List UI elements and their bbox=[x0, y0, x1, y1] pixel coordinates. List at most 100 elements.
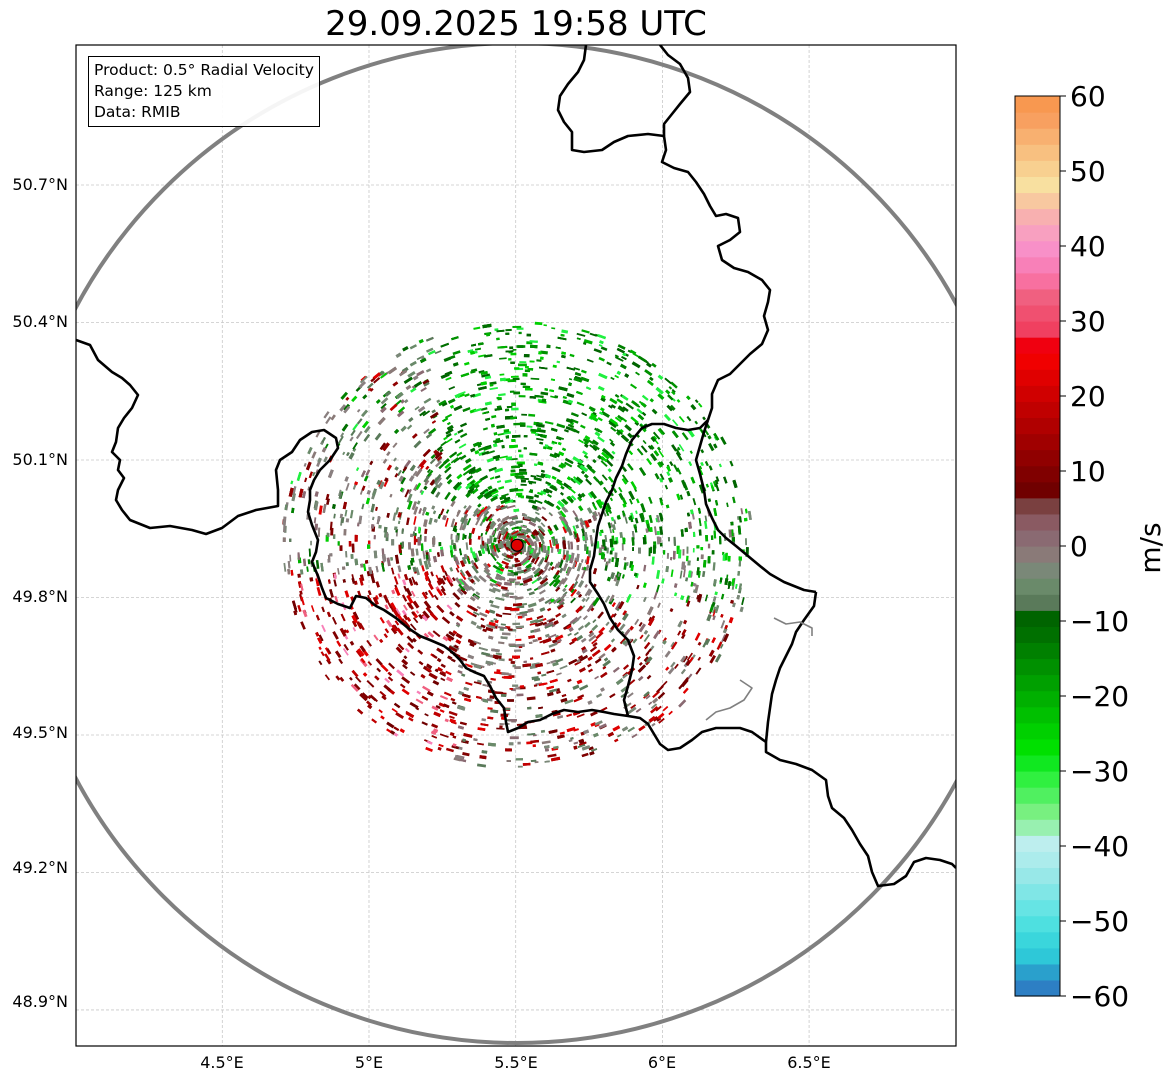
border-luxembourg-belgium bbox=[588, 419, 709, 717]
colorbar-tick-label: 60 bbox=[1070, 80, 1106, 113]
country-borders bbox=[76, 45, 956, 888]
border-belgium-germany-north bbox=[556, 45, 772, 421]
colorbar-tick-label: 10 bbox=[1070, 455, 1106, 488]
border-belgium-france bbox=[76, 338, 767, 752]
colorbar-swatch bbox=[1015, 385, 1060, 402]
colorbar-swatch bbox=[1015, 144, 1060, 161]
lat-label: 50.7°N bbox=[12, 175, 68, 194]
colorbar-ticks bbox=[1060, 95, 1066, 997]
colorbar-swatch bbox=[1015, 578, 1060, 595]
colorbar-swatch bbox=[1015, 240, 1060, 258]
colorbar-swatch bbox=[1015, 722, 1060, 740]
info-data-source: Data: RMIB bbox=[94, 103, 181, 121]
colorbar-swatch bbox=[1015, 626, 1060, 644]
colorbar-tick-label: −10 bbox=[1070, 605, 1129, 638]
range-ring bbox=[76, 45, 956, 1045]
colorbar-swatches bbox=[1015, 96, 1060, 997]
colorbar-swatch bbox=[1015, 497, 1060, 515]
colorbar-swatch bbox=[1015, 160, 1060, 177]
colorbar-swatch bbox=[1015, 128, 1060, 145]
lat-label: 50.4°N bbox=[12, 312, 68, 331]
colorbar-swatch bbox=[1015, 883, 1060, 901]
colorbar-swatch bbox=[1015, 321, 1060, 338]
colorbar-swatch bbox=[1015, 867, 1060, 885]
colorbar-swatch bbox=[1015, 754, 1060, 772]
colorbar-tick-label: 30 bbox=[1070, 305, 1106, 338]
colorbar-swatch bbox=[1015, 272, 1060, 290]
lat-label: 49.2°N bbox=[12, 858, 68, 877]
colorbar-swatch bbox=[1015, 787, 1060, 804]
colorbar-swatch bbox=[1015, 208, 1060, 226]
lat-label: 50.1°N bbox=[12, 450, 68, 469]
colorbar-swatch bbox=[1015, 610, 1060, 627]
colorbar-swatch bbox=[1015, 963, 1060, 981]
colorbar-swatch bbox=[1015, 690, 1060, 708]
colorbar-swatch bbox=[1015, 658, 1060, 676]
colorbar-swatch bbox=[1015, 835, 1060, 852]
colorbar-swatch bbox=[1015, 176, 1060, 194]
colorbar-swatch bbox=[1015, 96, 1060, 113]
colorbar-swatch bbox=[1015, 481, 1060, 499]
colorbar-swatch bbox=[1015, 642, 1060, 660]
colorbar-swatch bbox=[1015, 979, 1060, 997]
colorbar-swatch bbox=[1015, 546, 1060, 563]
colorbar-tick-label: −60 bbox=[1070, 980, 1129, 1013]
info-range: Range: 125 km bbox=[94, 82, 212, 100]
colorbar-swatch bbox=[1015, 353, 1060, 370]
colorbar-tick-label: 20 bbox=[1070, 380, 1106, 413]
colorbar-swatch bbox=[1015, 417, 1060, 435]
lon-label: 6°E bbox=[648, 1053, 676, 1072]
colorbar-swatch bbox=[1015, 369, 1060, 386]
lon-label: 5°E bbox=[355, 1053, 383, 1072]
colorbar-swatch bbox=[1015, 915, 1060, 933]
info-product: Product: 0.5° Radial Velocity bbox=[94, 61, 314, 79]
colorbar-swatch bbox=[1015, 256, 1060, 274]
colorbar-swatch bbox=[1015, 433, 1060, 451]
colorbar-swatch bbox=[1015, 449, 1060, 467]
colorbar-tick-label: −20 bbox=[1070, 680, 1129, 713]
border-saarland bbox=[764, 591, 818, 743]
colorbar-swatch bbox=[1015, 738, 1060, 756]
colorbar-tick-label: 50 bbox=[1070, 155, 1106, 188]
border-grey-river-2 bbox=[773, 617, 813, 636]
colorbar-tick-label: 40 bbox=[1070, 230, 1106, 263]
colorbar-swatch bbox=[1015, 803, 1060, 820]
map-title: 29.09.2025 19:58 UTC bbox=[325, 4, 707, 44]
colorbar: 60 50 40 30 20 10 0 −10 −20 −30 −40 −50 … bbox=[1014, 80, 1167, 1013]
lat-label: 48.9°N bbox=[12, 992, 68, 1011]
lon-label: 5.5°E bbox=[494, 1053, 538, 1072]
colorbar-unit-label: m/s bbox=[1134, 522, 1167, 573]
border-germany-north-2 bbox=[658, 45, 692, 136]
map-frame bbox=[75, 44, 957, 1047]
border-grey-river bbox=[705, 679, 753, 721]
colorbar-swatch bbox=[1015, 851, 1060, 869]
latitude-axis: 50.7°N 50.4°N 50.1°N 49.8°N 49.5°N 49.2°… bbox=[12, 175, 68, 1011]
colorbar-swatch bbox=[1015, 819, 1060, 836]
colorbar-swatch bbox=[1015, 771, 1060, 788]
colorbar-swatch bbox=[1015, 594, 1060, 611]
colorbar-tick-label: 0 bbox=[1070, 530, 1088, 563]
lon-label: 6.5°E bbox=[787, 1053, 831, 1072]
colorbar-swatch bbox=[1015, 931, 1060, 949]
border-luxembourg-germany bbox=[694, 419, 817, 594]
longitude-axis: 4.5°E 5°E 5.5°E 6°E 6.5°E bbox=[200, 1053, 831, 1072]
lat-label: 49.5°N bbox=[12, 723, 68, 742]
colorbar-swatch bbox=[1015, 674, 1060, 692]
colorbar-swatch bbox=[1015, 192, 1060, 210]
product-info-box: Product: 0.5° Radial Velocity Range: 125… bbox=[88, 56, 320, 127]
radar-site-marker bbox=[510, 538, 524, 552]
lon-label: 4.5°E bbox=[200, 1053, 244, 1072]
colorbar-swatch bbox=[1015, 899, 1060, 917]
lat-label: 49.8°N bbox=[12, 587, 68, 606]
colorbar-swatch bbox=[1015, 562, 1060, 579]
colorbar-swatch bbox=[1015, 288, 1060, 306]
colorbar-tick-label: −50 bbox=[1070, 905, 1129, 938]
colorbar-swatch bbox=[1015, 337, 1060, 354]
colorbar-swatch bbox=[1015, 529, 1060, 547]
colorbar-tick-label: −40 bbox=[1070, 830, 1129, 863]
colorbar-tick-label: −30 bbox=[1070, 755, 1129, 788]
colorbar-swatch bbox=[1015, 224, 1060, 242]
colorbar-swatch bbox=[1015, 112, 1060, 129]
colorbar-swatch bbox=[1015, 513, 1060, 531]
